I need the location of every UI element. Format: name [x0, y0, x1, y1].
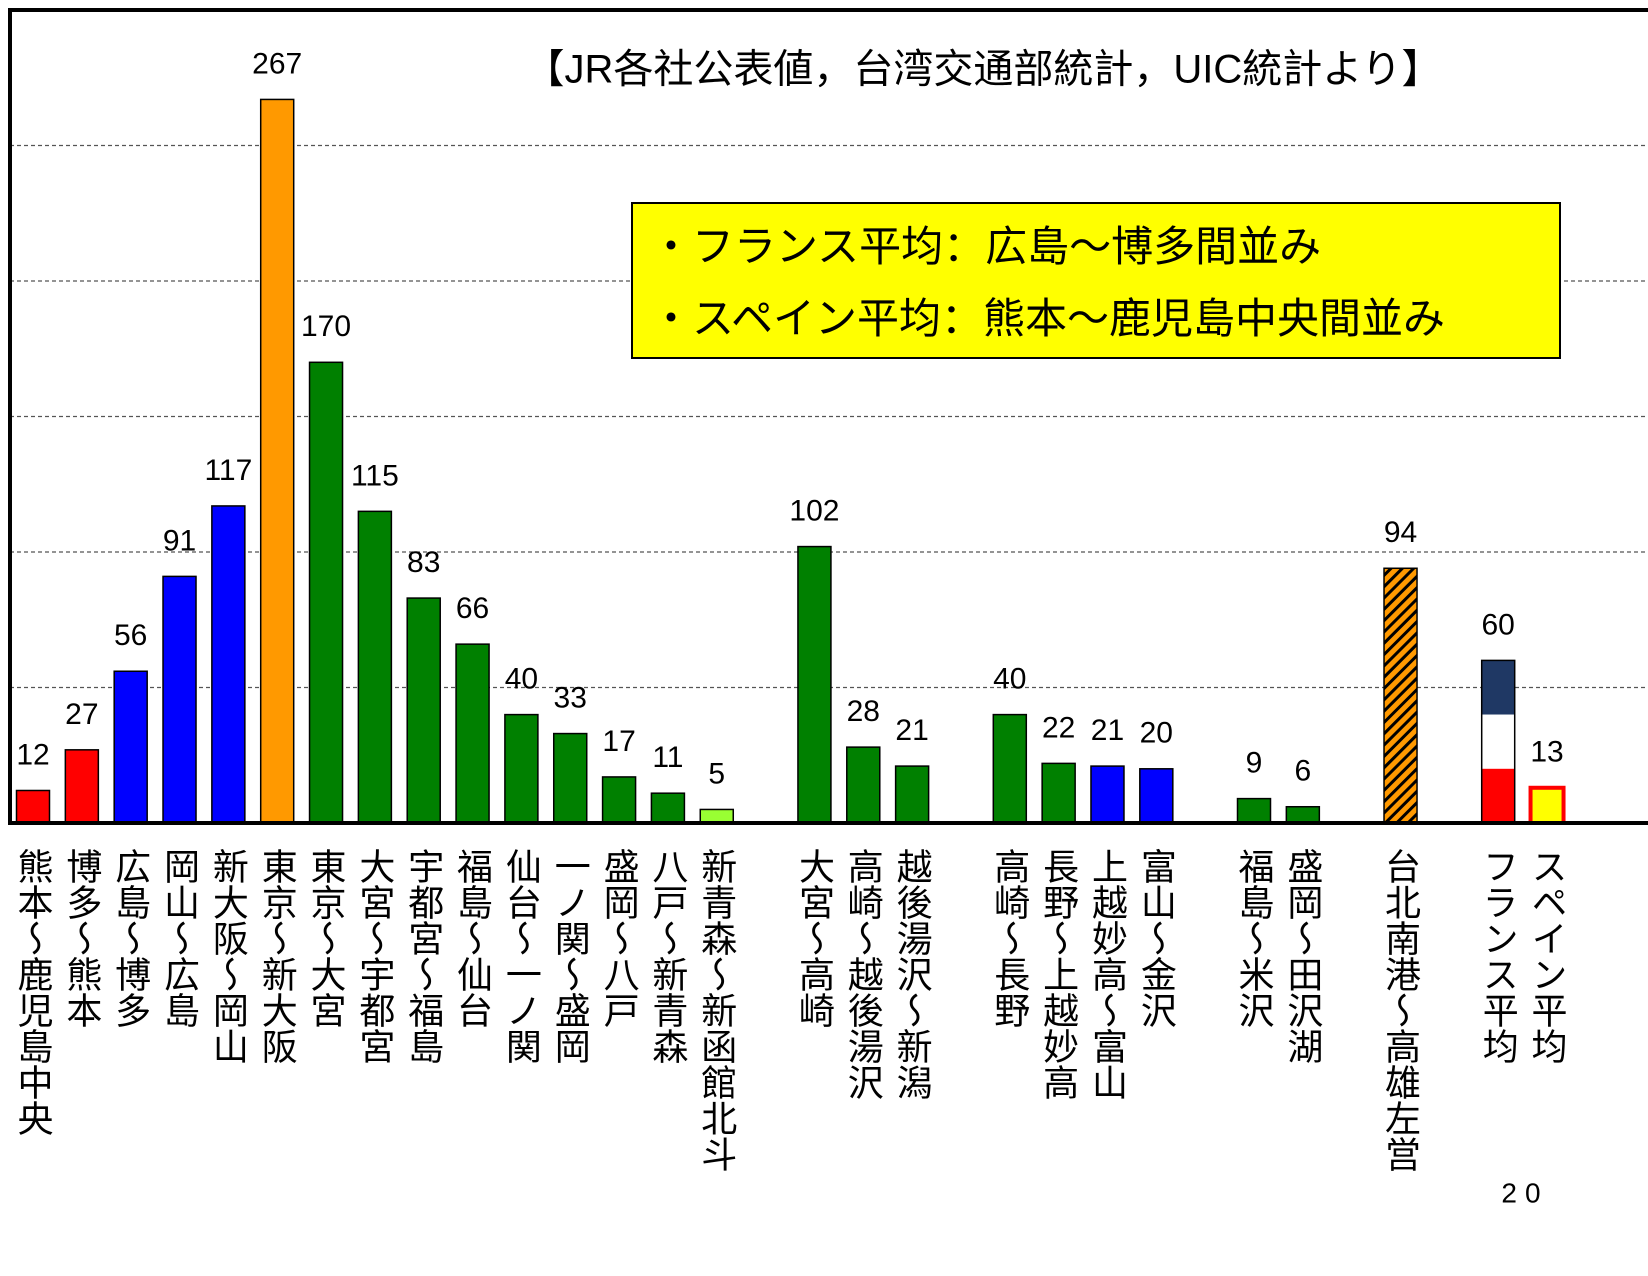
x-tick-label: 越後湯沢～新潟 [892, 848, 933, 1100]
x-tick-label: 長野～上越妙高 [1038, 848, 1079, 1100]
bar [797, 545, 832, 824]
x-tick-label: 大宮～宇都宮 [354, 848, 395, 1064]
x-tick-label: 福島～米沢 [1234, 848, 1275, 1028]
annotation-box [631, 202, 1561, 359]
value-label: 33 [554, 681, 587, 714]
x-tick-label: スペイン平均 [1527, 848, 1568, 1064]
bar [455, 643, 490, 824]
value-label: 66 [456, 592, 489, 625]
value-label: 28 [847, 695, 880, 728]
bar [1139, 768, 1174, 824]
bar [552, 732, 588, 824]
value-label: 21 [1091, 714, 1124, 747]
bar [1236, 797, 1272, 824]
bar [357, 510, 393, 824]
value-label: 117 [204, 454, 252, 487]
x-tick-label: 東京～新大阪 [257, 848, 298, 1064]
x-tick-label: 新青森～新函館北斗 [696, 848, 737, 1172]
value-label: 13 [1530, 736, 1563, 769]
value-label: 5 [708, 757, 725, 790]
bar [1528, 785, 1566, 826]
bar [846, 746, 881, 824]
value-label: 60 [1482, 608, 1515, 641]
value-label: 17 [602, 725, 635, 758]
bar [308, 361, 344, 824]
x-tick-label: 八戸～新青森 [647, 848, 688, 1064]
bar [64, 749, 100, 824]
x-tick-label: 博多～熊本 [61, 848, 102, 1028]
x-tick-label: 仙台～一ノ関 [501, 848, 542, 1064]
bar-segment [1481, 768, 1515, 823]
value-label: 56 [114, 619, 147, 652]
x-tick-label: 一ノ関～盛岡 [550, 848, 591, 1064]
annotation: ・フランス平均：広島～博多間並み [650, 223, 1321, 270]
bar [992, 713, 1028, 824]
x-tick-label: 上越妙高～富山 [1087, 848, 1128, 1100]
value-label: 20 [1140, 717, 1173, 750]
value-label: 102 [789, 495, 839, 528]
value-label: 170 [301, 310, 351, 343]
bar [162, 575, 197, 824]
x-tick-label: 宇都宮～福島 [403, 848, 444, 1064]
x-tick-label: 東京～大宮 [306, 848, 347, 1028]
bar [113, 670, 148, 824]
x-tick-label: 新大阪～岡山 [208, 848, 249, 1064]
bar [259, 98, 295, 824]
value-label: 40 [505, 663, 538, 696]
value-label: 21 [895, 714, 928, 747]
bar [699, 808, 735, 824]
x-tick-label: 高崎～長野 [989, 848, 1030, 1028]
value-label: 115 [351, 459, 399, 492]
x-tick-label: 台北南港～高雄左営 [1380, 848, 1421, 1172]
bar-segment [1481, 714, 1515, 769]
value-label: 94 [1384, 516, 1417, 549]
value-label: 9 [1246, 747, 1263, 780]
x-tick-label: 盛岡～田沢湖 [1282, 848, 1323, 1064]
bar [650, 792, 686, 824]
x-tick-label: 大宮～高崎 [794, 848, 835, 1028]
bar-segment [1481, 660, 1515, 715]
x-tick-label: 福島～仙台 [452, 848, 493, 1028]
x-tick-label: 岡山～広島 [159, 848, 200, 1028]
bar [15, 789, 51, 824]
value-label: 91 [163, 524, 196, 557]
value-label: 6 [1294, 755, 1311, 788]
value-label: 12 [16, 738, 49, 771]
x-tick-label: 広島～博多 [110, 848, 151, 1028]
bar [1383, 567, 1418, 824]
annotation: ・スペイン平均：熊本～鹿児島中央間並み [650, 295, 1445, 342]
x-tick-label: フランス平均 [1478, 848, 1519, 1064]
x-tick-label: 熊本～鹿児島中央 [13, 848, 54, 1136]
value-label: 27 [65, 698, 98, 731]
value-label: 22 [1042, 711, 1075, 744]
x-tick-label: 高崎～越後湯沢 [843, 848, 884, 1100]
bar [601, 776, 637, 824]
bar [211, 505, 246, 824]
x-tick-label: 盛岡～八戸 [599, 848, 640, 1028]
value-label: 11 [652, 741, 683, 774]
value-label: 40 [993, 663, 1026, 696]
bar [504, 713, 539, 824]
chart-title: 【JR各社公表値，台湾交通部統計，UIC統計より】 [525, 48, 1442, 92]
value-label: 83 [407, 546, 440, 579]
page-number: 20 [1501, 1177, 1548, 1208]
bar [1285, 805, 1321, 824]
x-tick-label: 富山～金沢 [1136, 848, 1177, 1028]
bar [894, 765, 930, 824]
bar [1041, 762, 1076, 824]
value-label: 267 [252, 47, 302, 80]
bar [1090, 765, 1125, 824]
bar [406, 597, 441, 824]
